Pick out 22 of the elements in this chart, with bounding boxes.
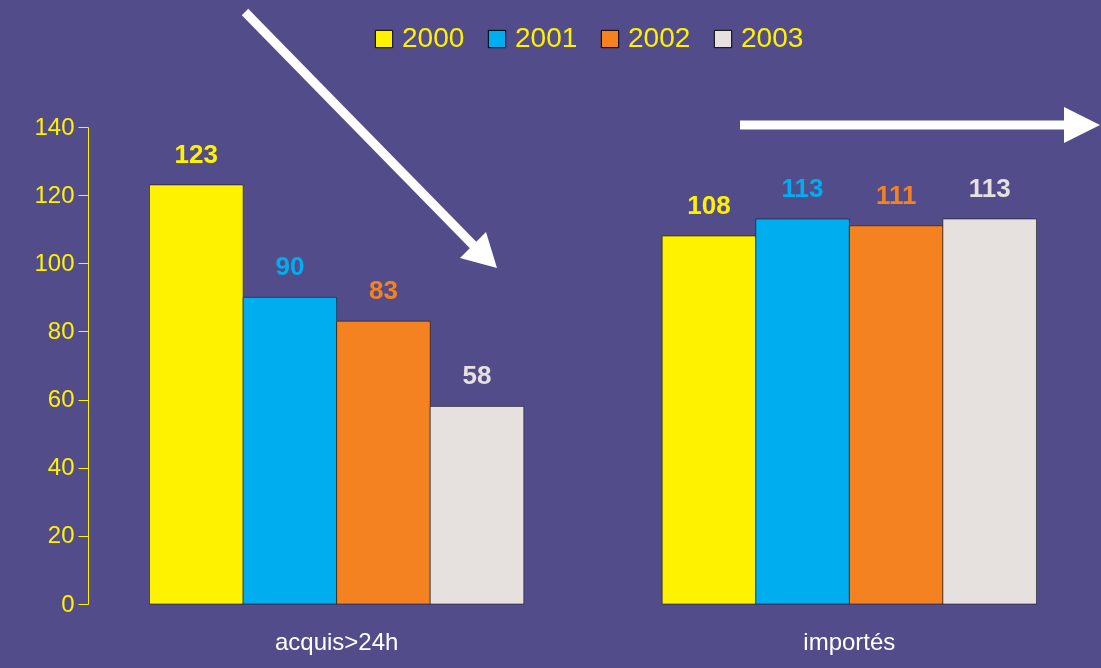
y-tick-label: 140 [34,112,75,140]
data-label: 123 [174,138,218,169]
data-label: 90 [275,251,305,282]
data-label: 108 [687,190,731,221]
y-tick-label: 20 [47,521,75,549]
data-label: 113 [968,172,1011,203]
data-label: 113 [781,172,824,203]
data-label: 58 [462,360,492,391]
x-tick-label: acquis>24h [274,627,399,655]
x-tick-label: importés [803,627,896,655]
y-tick-label: 120 [34,180,75,208]
y-tick-label: 60 [47,385,75,413]
legend-label: 2003 [741,22,804,53]
y-tick-label: 80 [47,316,75,344]
legend-label: 2001 [515,22,578,53]
y-tick-label: 40 [47,453,75,481]
legend-label: 2000 [402,22,465,53]
data-label: 111 [875,179,917,210]
y-tick-label: 0 [61,589,75,617]
legend-label: 2002 [628,22,691,53]
data-label: 83 [368,275,398,306]
y-tick-label: 100 [34,248,75,276]
